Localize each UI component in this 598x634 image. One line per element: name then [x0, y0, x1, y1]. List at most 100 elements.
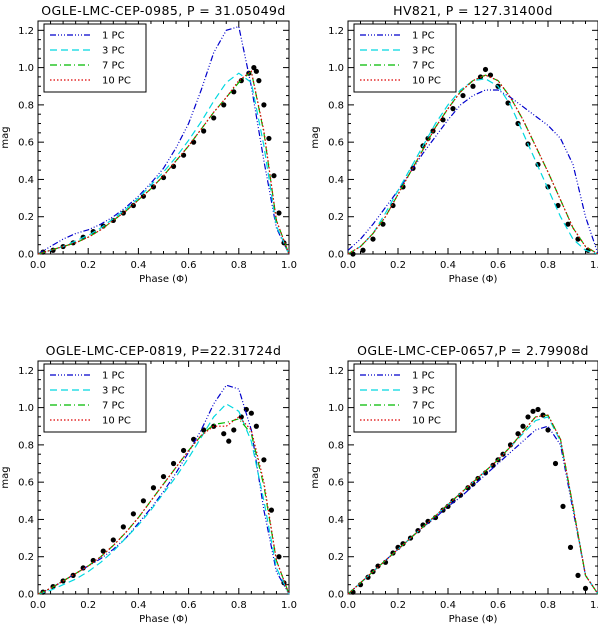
- data-point: [191, 139, 197, 145]
- legend-label: 7 PC: [102, 401, 125, 412]
- data-point: [350, 251, 356, 257]
- data-point: [525, 414, 531, 420]
- data-point: [226, 438, 232, 444]
- y-axis-label: mag: [310, 126, 321, 148]
- data-point: [160, 473, 167, 480]
- data-point: [375, 563, 381, 569]
- series-line-10pc: [347, 74, 598, 255]
- data-point: [360, 247, 366, 253]
- y-tick-label: 0.0: [328, 250, 344, 261]
- data-point: [545, 427, 551, 433]
- data-point: [425, 518, 431, 524]
- series-line-7pc: [37, 70, 290, 255]
- x-tick-label: 0.2: [80, 600, 96, 611]
- data-point: [253, 423, 259, 429]
- y-axis-label: mag: [0, 466, 11, 488]
- x-tick-label: 0.6: [181, 260, 197, 271]
- y-tick-label: 0.4: [328, 515, 344, 526]
- data-point: [565, 221, 571, 227]
- observed-points: [40, 406, 287, 595]
- data-point: [535, 406, 541, 413]
- data-point: [251, 65, 257, 71]
- series-line-3pc: [37, 403, 290, 595]
- legend-label: 1 PC: [412, 31, 435, 42]
- data-point: [130, 202, 136, 209]
- y-tick-label: 1.2: [18, 26, 34, 37]
- data-point: [380, 221, 386, 227]
- data-point: [268, 507, 275, 513]
- data-point: [582, 585, 589, 592]
- data-point: [530, 408, 536, 414]
- chart-title: HV821, P = 127.31400d: [393, 3, 553, 18]
- data-point: [482, 66, 489, 73]
- x-tick-label: 0.8: [540, 600, 556, 611]
- data-point: [271, 173, 277, 179]
- x-tick-label: 0.0: [340, 600, 356, 611]
- legend-label: 10 PC: [412, 76, 441, 87]
- y-axis: 0.0 0.2 0.4 0.6 0.8 1.0 1.2: [328, 360, 598, 601]
- y-tick-label: 1.0: [18, 403, 34, 414]
- data-point: [140, 498, 147, 504]
- observed-points: [40, 65, 287, 255]
- y-tick-label: 0.8: [18, 100, 34, 111]
- data-point: [110, 537, 116, 543]
- data-point: [567, 544, 574, 551]
- x-tick-label: 0.2: [80, 260, 96, 271]
- legend-label: 3 PC: [412, 386, 435, 397]
- chart-panel-2: HV821, P = 127.31400d 0.0 0.2 0.4 0.6 0.8 1.0 P…: [310, 3, 598, 285]
- legend-label: 10 PC: [102, 76, 131, 87]
- legend: 1 PC 3 PC 7 PC 10 PC: [43, 23, 147, 93]
- series-line-1pc: [37, 25, 290, 255]
- data-point: [390, 202, 396, 209]
- data-point: [231, 89, 237, 95]
- observed-points: [350, 406, 589, 595]
- series-line-10pc: [37, 416, 290, 595]
- series-line-3pc: [347, 416, 598, 595]
- data-point: [400, 541, 406, 547]
- x-tick-label: 1.0: [590, 600, 598, 611]
- data-point: [261, 457, 267, 463]
- x-axis-label: Phase (Φ): [139, 274, 188, 285]
- x-tick-label: 0.2: [390, 260, 406, 271]
- x-axis: 0.0 0.2 0.4 0.6 0.8 1.0: [340, 21, 598, 271]
- y-axis-label: mag: [0, 126, 11, 148]
- x-tick-label: 0.6: [490, 600, 506, 611]
- x-axis-label: Phase (Φ): [449, 614, 498, 625]
- data-point: [552, 460, 559, 467]
- x-tick-label: 0.4: [130, 600, 146, 611]
- series-line-7pc: [347, 74, 598, 255]
- x-tick-label: 0.0: [30, 600, 46, 611]
- y-tick-label: 0.4: [18, 175, 34, 186]
- data-point: [460, 92, 466, 99]
- data-point: [180, 447, 187, 454]
- legend-label: 1 PC: [412, 371, 435, 382]
- data-point: [505, 100, 511, 106]
- chart-title: OGLE-LMC-CEP-0985, P = 31.05049d: [41, 3, 285, 18]
- data-point: [470, 83, 476, 89]
- y-tick-label: 0.8: [328, 440, 344, 451]
- data-point: [440, 117, 446, 123]
- y-tick-label: 0.2: [18, 552, 34, 563]
- data-point: [253, 68, 259, 74]
- data-point: [560, 503, 566, 509]
- series-line-3pc: [347, 78, 598, 255]
- y-tick-label: 0.2: [328, 552, 344, 563]
- legend: 1 PC 3 PC 7 PC 10 PC: [353, 363, 457, 433]
- legend-label: 3 PC: [102, 386, 125, 397]
- y-tick-label: 0.6: [328, 478, 344, 489]
- x-tick-label: 0.6: [181, 600, 197, 611]
- data-point: [170, 460, 177, 467]
- x-tick-label: 1.0: [281, 600, 297, 611]
- y-tick-label: 1.0: [328, 63, 344, 74]
- legend-label: 7 PC: [412, 61, 435, 72]
- data-point: [201, 128, 207, 134]
- y-tick-label: 0.0: [18, 590, 34, 601]
- y-tick-label: 0.4: [18, 515, 34, 526]
- data-point: [248, 410, 254, 416]
- x-tick-label: 0.8: [231, 260, 247, 271]
- y-tick-label: 0.8: [328, 100, 344, 111]
- x-axis-label: Phase (Φ): [449, 274, 498, 285]
- series-line-3pc: [37, 72, 290, 255]
